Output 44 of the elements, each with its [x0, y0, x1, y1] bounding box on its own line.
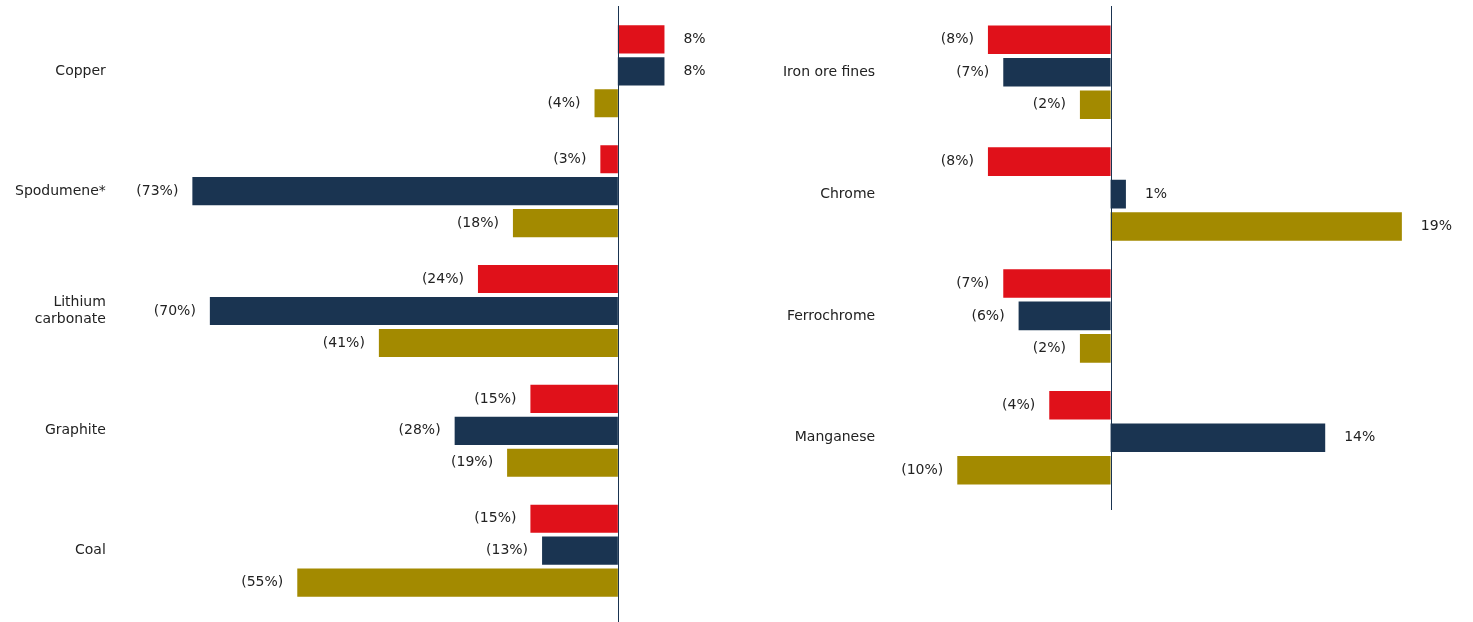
data-label: (13%) — [486, 541, 529, 558]
data-label: 19% — [1420, 217, 1452, 234]
data-label: (8%) — [940, 30, 974, 47]
y-tick-label: Lithium carbonate — [34, 293, 106, 327]
bar — [1110, 212, 1402, 241]
bar — [957, 455, 1111, 485]
y-tick-label: Ferrochrome — [786, 306, 876, 323]
data-label: (4%) — [1002, 395, 1036, 412]
data-label: 8% — [683, 61, 706, 78]
bar — [1003, 269, 1111, 298]
y-tick-label: Copper — [55, 61, 107, 78]
bar — [1079, 90, 1111, 120]
data-label: (4%) — [547, 93, 581, 110]
y-tick-label: Manganese — [794, 428, 876, 445]
data-label: (41%) — [322, 333, 365, 350]
data-label: (18%) — [456, 213, 499, 230]
data-label: (28%) — [398, 421, 441, 438]
bar — [1049, 390, 1111, 420]
data-label: (3%) — [553, 149, 587, 166]
data-label: (6%) — [971, 306, 1005, 323]
data-label: (10%) — [901, 460, 944, 477]
data-label: (55%) — [241, 573, 284, 590]
data-label: (7%) — [956, 274, 990, 291]
data-label: 8% — [683, 30, 706, 46]
data-label: (2%) — [1032, 95, 1066, 112]
data-label: (24%) — [421, 269, 464, 286]
y-tick-label: Coal — [75, 541, 106, 558]
data-label: (19%) — [451, 453, 494, 470]
data-label: 1% — [1144, 184, 1168, 201]
data-label: (8%) — [940, 152, 974, 169]
data-label: (15%) — [474, 389, 517, 406]
bar — [987, 147, 1111, 176]
bar — [1079, 334, 1111, 363]
y-tick-label: Graphite — [44, 421, 106, 438]
data-label: (70%) — [153, 301, 196, 318]
data-label: (73%) — [136, 181, 179, 198]
data-label: (2%) — [1032, 339, 1066, 356]
y-tick-label: Chrome — [820, 184, 876, 201]
data-label: (15%) — [474, 509, 517, 526]
data-label: (7%) — [956, 62, 990, 79]
data-label: 14% — [1344, 428, 1376, 445]
y-tick-label: Spodumene* — [14, 181, 106, 198]
bar — [987, 25, 1111, 55]
y-tick-label: Iron ore fines — [782, 62, 876, 79]
